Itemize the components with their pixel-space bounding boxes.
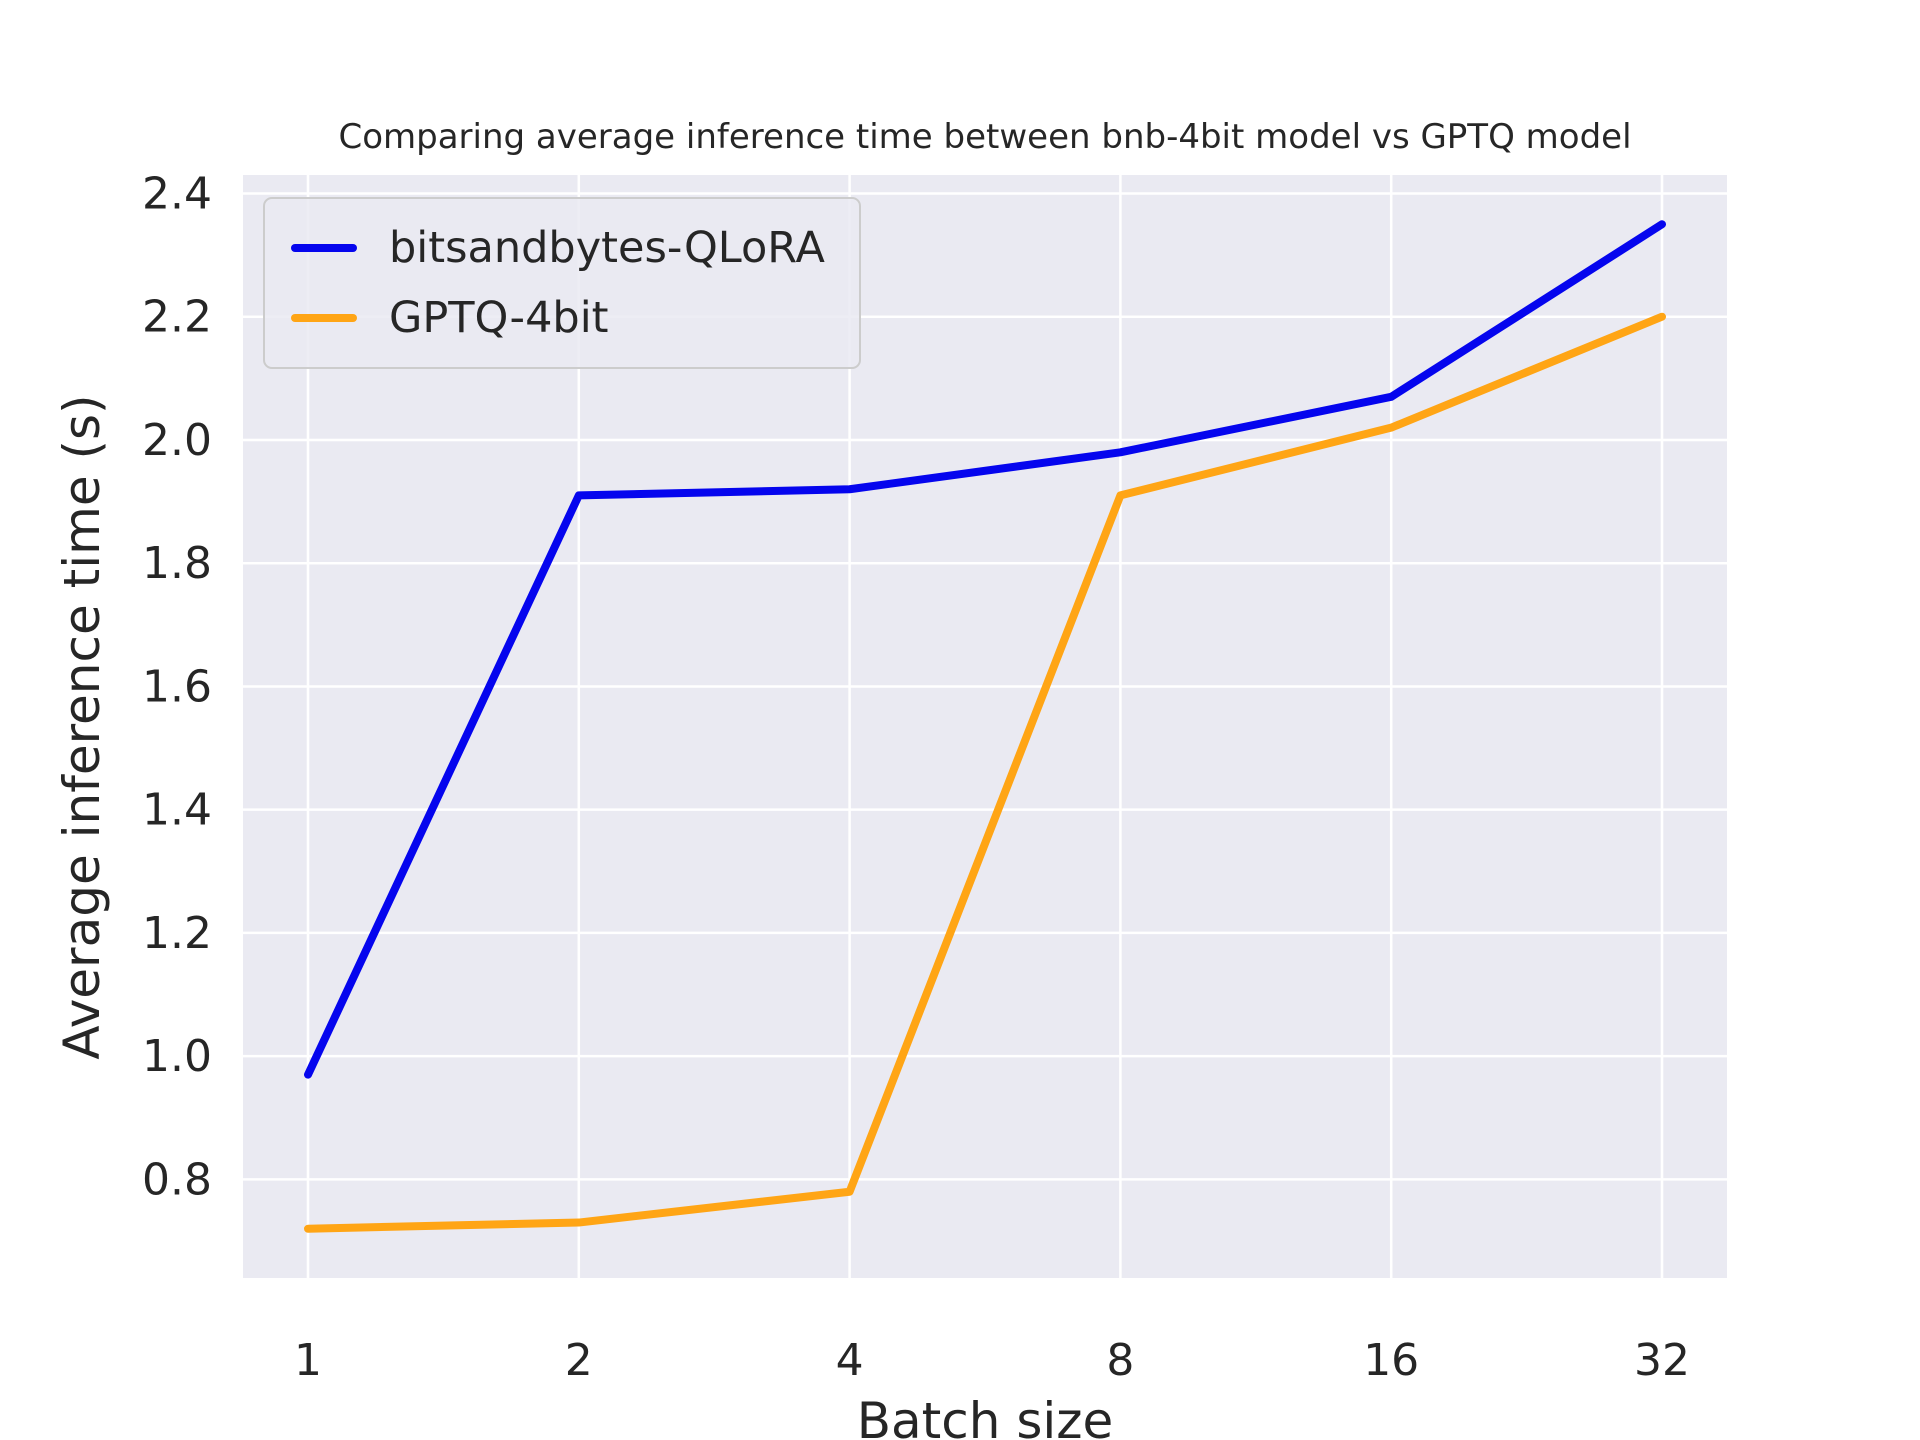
y-axis-label: Average inference time (s) bbox=[53, 394, 111, 1060]
legend-item: bitsandbytes-QLoRA bbox=[291, 221, 825, 275]
y-tick-label: 2.0 bbox=[142, 415, 212, 466]
series-line-bitsandbytes-qlora bbox=[304, 220, 1666, 1079]
legend-item: GPTQ-4bit bbox=[291, 291, 825, 345]
x-tick-label: 16 bbox=[1363, 1335, 1419, 1386]
legend-label: bitsandbytes-QLoRA bbox=[389, 223, 825, 273]
legend-line-sample bbox=[291, 244, 357, 252]
y-tick-label: 1.8 bbox=[142, 538, 212, 589]
legend-label: GPTQ-4bit bbox=[389, 293, 609, 343]
x-tick-label: 4 bbox=[836, 1335, 864, 1386]
y-tick-label: 1.2 bbox=[142, 908, 212, 959]
y-tick-label: 1.6 bbox=[142, 661, 212, 712]
x-axis-label: Batch size bbox=[856, 1392, 1114, 1440]
chart-title: Comparing average inference time between… bbox=[338, 117, 1632, 157]
x-tick-label: 2 bbox=[565, 1335, 593, 1386]
legend: bitsandbytes-QLoRA GPTQ-4bit bbox=[263, 197, 861, 369]
x-tick-label: 32 bbox=[1634, 1335, 1690, 1386]
x-tick-label: 1 bbox=[294, 1335, 322, 1386]
y-tick-label: 0.8 bbox=[142, 1154, 212, 1205]
y-tick-label: 2.4 bbox=[142, 168, 212, 219]
legend-line-sample bbox=[291, 314, 357, 322]
y-tick-label: 1.0 bbox=[142, 1031, 212, 1082]
series-line-gptq-4bit bbox=[304, 312, 1666, 1233]
y-tick-label: 1.4 bbox=[142, 785, 212, 836]
x-tick-label: 8 bbox=[1106, 1335, 1134, 1386]
y-tick-label: 2.2 bbox=[142, 292, 212, 343]
